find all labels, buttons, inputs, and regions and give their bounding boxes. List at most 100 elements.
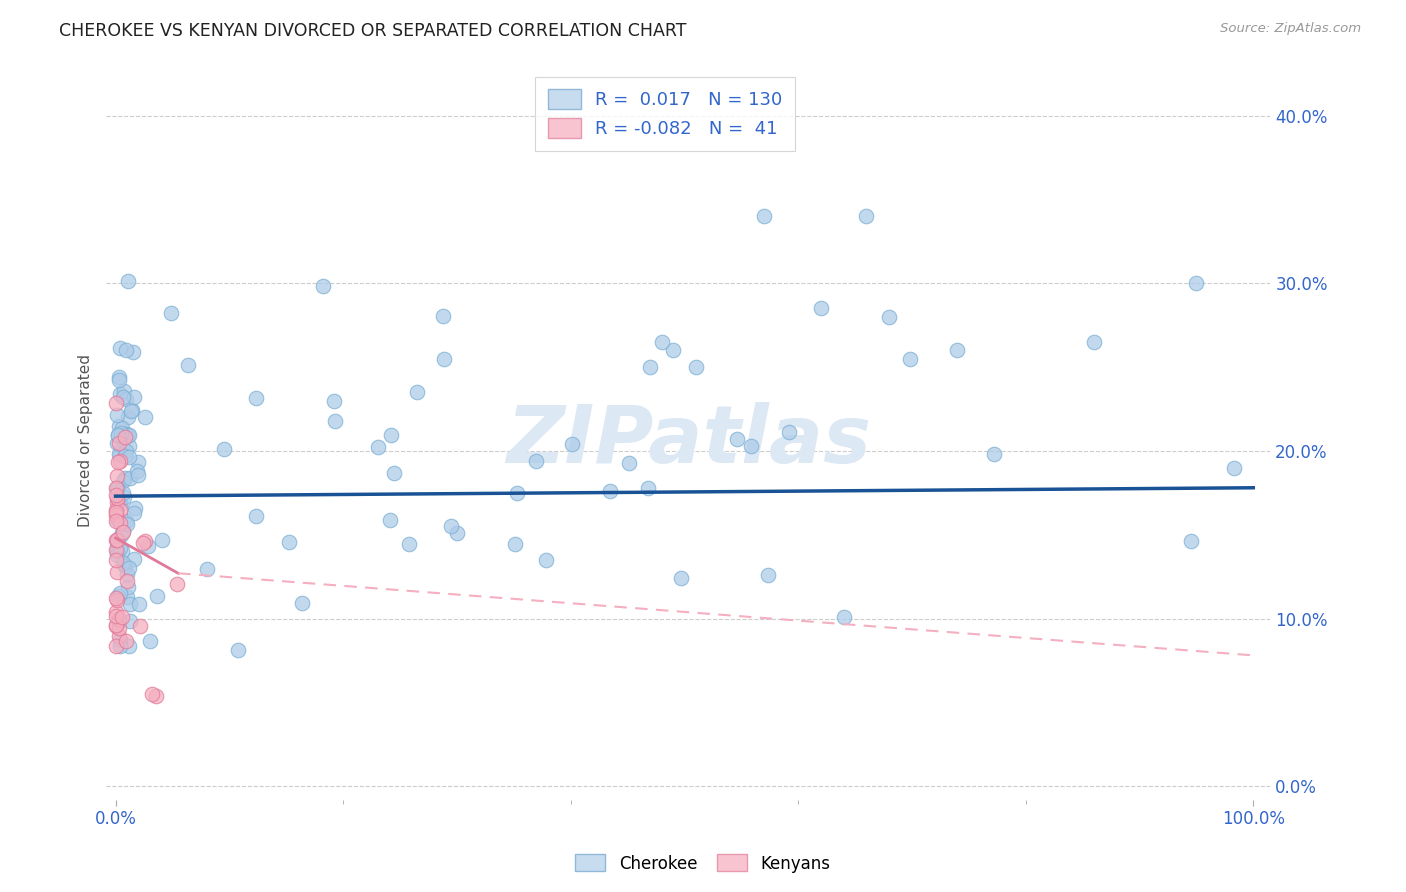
Point (125, 464, 148, 478)
Point (534, 553, 557, 567)
Point (107, 428, 129, 442)
Point (378, 513, 401, 527)
Point (111, 421, 134, 435)
Point (128, 618, 150, 632)
Point (105, 605, 128, 619)
Point (121, 403, 143, 417)
Point (115, 590, 138, 604)
Point (146, 589, 169, 603)
Point (112, 384, 135, 399)
Point (323, 414, 346, 428)
Point (108, 447, 131, 461)
Point (108, 629, 131, 643)
Point (108, 639, 131, 653)
Point (110, 448, 132, 462)
Point (166, 577, 188, 591)
Point (177, 358, 200, 372)
Point (662, 343, 685, 358)
Point (983, 447, 1005, 461)
Point (112, 490, 135, 504)
Point (114, 449, 136, 463)
Point (312, 279, 335, 293)
Point (105, 533, 128, 548)
Point (111, 556, 134, 570)
Point (145, 689, 167, 703)
Point (446, 526, 468, 541)
Point (105, 481, 128, 495)
Point (946, 343, 969, 358)
Point (105, 495, 128, 509)
Point (105, 469, 128, 483)
Point (432, 309, 454, 323)
Point (115, 574, 138, 589)
Point (855, 209, 877, 223)
Point (382, 466, 405, 480)
Point (117, 428, 139, 442)
Point (105, 533, 128, 548)
Point (640, 360, 662, 375)
Point (110, 426, 132, 441)
Point (105, 508, 128, 522)
Point (212, 442, 235, 457)
Point (105, 540, 128, 554)
Point (131, 536, 153, 550)
Point (105, 491, 128, 505)
Point (637, 481, 659, 495)
Point (122, 552, 145, 566)
Point (114, 633, 136, 648)
Point (108, 387, 131, 401)
Point (322, 393, 344, 408)
Point (110, 528, 132, 542)
Point (778, 425, 800, 439)
Point (120, 614, 142, 628)
Point (105, 543, 128, 558)
Point (150, 533, 173, 547)
Point (114, 471, 136, 485)
Point (380, 427, 402, 442)
Point (685, 360, 707, 375)
Point (111, 390, 134, 404)
Point (560, 437, 582, 451)
Point (107, 436, 129, 450)
Point (110, 341, 132, 355)
Point (671, 571, 693, 585)
Point (440, 519, 463, 533)
Point (1185, 277, 1208, 291)
Point (108, 621, 131, 635)
Point (278, 535, 301, 549)
Point (115, 392, 138, 406)
Point (111, 544, 134, 558)
Text: ZIPatlas: ZIPatlas (506, 401, 870, 480)
Point (139, 634, 162, 648)
Point (740, 438, 762, 452)
Point (810, 301, 832, 316)
Point (114, 515, 136, 529)
Point (108, 503, 131, 517)
Point (114, 343, 136, 357)
Point (245, 508, 267, 523)
Point (108, 370, 131, 384)
Point (111, 524, 134, 539)
Point (111, 486, 134, 500)
Point (105, 565, 128, 579)
Point (433, 352, 456, 367)
Point (108, 612, 131, 626)
Point (105, 617, 128, 632)
Point (105, 639, 128, 653)
Point (1083, 334, 1105, 349)
Point (756, 568, 779, 582)
Point (228, 643, 250, 657)
Point (406, 385, 429, 400)
Y-axis label: Divorced or Separated: Divorced or Separated (79, 354, 93, 527)
Point (122, 506, 145, 520)
Point (105, 514, 128, 528)
Point (599, 483, 621, 498)
Point (105, 619, 128, 633)
Point (127, 455, 149, 469)
Point (107, 428, 129, 442)
Point (111, 610, 134, 624)
Point (105, 436, 128, 450)
Point (128, 597, 150, 611)
Point (1223, 460, 1246, 475)
Point (503, 537, 526, 551)
